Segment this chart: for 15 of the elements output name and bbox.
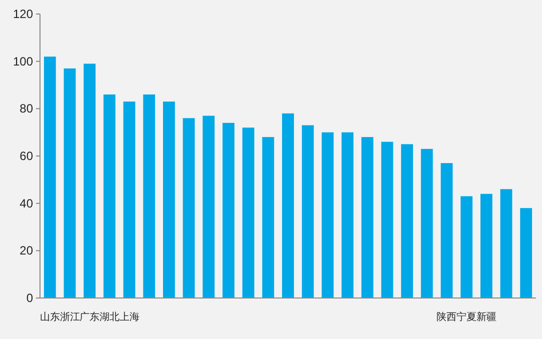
y-tick-label: 120 [12, 7, 34, 21]
x-tick-label: 宁夏 [456, 311, 477, 323]
y-tick-label: 40 [20, 196, 34, 210]
y-tick-label: 80 [20, 102, 34, 116]
y-tick-label: 100 [12, 54, 34, 68]
x-tick-label: 陕西 [436, 311, 457, 323]
y-tick-label: 20 [20, 244, 34, 258]
x-tick-label: 山东 [40, 311, 60, 323]
y-tick-label: 0 [26, 291, 34, 305]
y-tick-label: 60 [20, 149, 34, 163]
x-tick-label: 湖北 [99, 311, 120, 323]
x-tick-label: 上海 [119, 311, 140, 323]
x-tick-label: 广东 [80, 311, 100, 323]
x-tick-label: 浙江 [60, 311, 80, 323]
x-tick-label: 新疆 [476, 311, 496, 323]
